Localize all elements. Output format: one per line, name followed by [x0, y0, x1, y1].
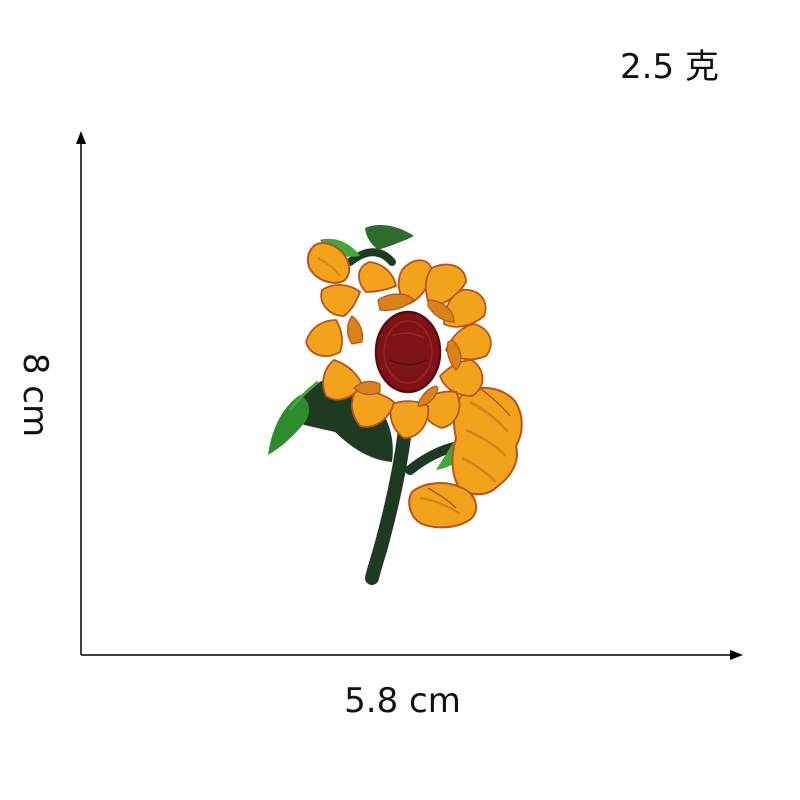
sunflower-center — [374, 310, 442, 394]
right-bud — [451, 387, 523, 496]
lower-bud — [408, 482, 478, 529]
height-axis-arrowhead — [76, 131, 86, 144]
width-axis-arrowhead — [730, 650, 743, 660]
sunflower-petals — [305, 259, 492, 439]
top-leaf — [365, 224, 414, 250]
top-left-bud — [306, 242, 351, 284]
height-label: 8 cm — [15, 352, 55, 438]
leaf-vein — [288, 380, 319, 411]
left-leaf-light — [268, 395, 310, 455]
width-label: 5.8 cm — [344, 681, 461, 721]
weight-label: 2.5 克 — [620, 47, 719, 87]
top-stem — [346, 248, 396, 266]
sunflower-inner-petals — [346, 293, 462, 407]
sunflower-patch — [268, 224, 523, 585]
main-stem — [365, 423, 412, 585]
sunflower-center-texture — [383, 320, 433, 384]
